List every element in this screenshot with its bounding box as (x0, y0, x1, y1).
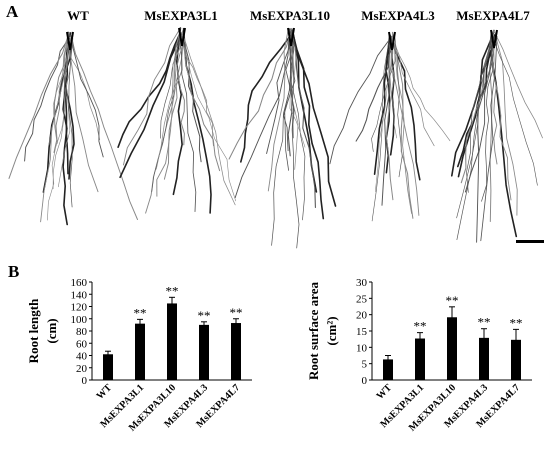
y-tick-label: 30 (356, 277, 368, 289)
bar (511, 339, 521, 380)
bar (383, 359, 393, 380)
x-tick-label: WT (95, 382, 115, 402)
root-photos (8, 27, 543, 249)
panel-a-label: A (6, 2, 19, 21)
y-tick-label: 5 (362, 359, 368, 371)
y-tick-label: 40 (76, 351, 88, 363)
y-tick-label: 10 (356, 342, 368, 354)
y-tick-label: 0 (82, 375, 88, 387)
root-photo-4 (329, 31, 451, 222)
panel-b-label: B (8, 262, 20, 281)
bar (103, 354, 113, 380)
y-tick-label: 15 (356, 326, 368, 338)
y-tick-label: 120 (71, 302, 88, 314)
y-tick-label: 25 (356, 293, 368, 305)
significance-label: ** (414, 319, 427, 334)
significance-label: ** (510, 315, 523, 330)
root-photo-2 (117, 27, 237, 214)
y-axis-label: Root surface area (306, 282, 321, 380)
significance-label: ** (134, 305, 147, 320)
significance-label: ** (230, 305, 243, 320)
y-tick-label: 60 (76, 338, 88, 350)
y-axis-label: Root length (26, 298, 41, 363)
genotype-label-msexpa4l3: MsEXPA4L3 (361, 8, 435, 23)
x-tick-label: WT (375, 382, 395, 402)
bar (447, 317, 457, 380)
scale-bar (516, 240, 544, 243)
bar (415, 338, 425, 380)
y-tick-label: 160 (71, 277, 88, 289)
bar (135, 323, 145, 380)
root-photo-1 (8, 31, 138, 226)
y-tick-label: 100 (71, 314, 88, 326)
genotype-label-msexpa4l7: MsEXPA4L7 (456, 8, 530, 23)
y-tick-label: 80 (76, 326, 88, 338)
significance-label: ** (198, 308, 211, 323)
root-photo-5 (451, 29, 543, 243)
significance-label: ** (166, 283, 179, 298)
root-photo-3 (228, 27, 337, 249)
significance-label: ** (478, 315, 491, 330)
bar (479, 337, 489, 380)
y-tick-label: 20 (356, 310, 368, 322)
y-axis-label: (cm²) (324, 316, 339, 345)
genotype-label-msexpa3l10: MsEXPA3L10 (250, 8, 330, 23)
genotype-label-msexpa3l1: MsEXPA3L1 (144, 8, 218, 23)
bar (199, 324, 209, 380)
significance-label: ** (446, 293, 459, 308)
y-tick-label: 20 (76, 363, 88, 375)
bar (167, 303, 177, 380)
y-tick-label: 0 (362, 375, 368, 387)
bar (231, 323, 241, 380)
y-tick-label: 140 (71, 289, 88, 301)
genotype-label-wt: WT (67, 8, 89, 23)
y-axis-label: (cm) (44, 318, 59, 343)
